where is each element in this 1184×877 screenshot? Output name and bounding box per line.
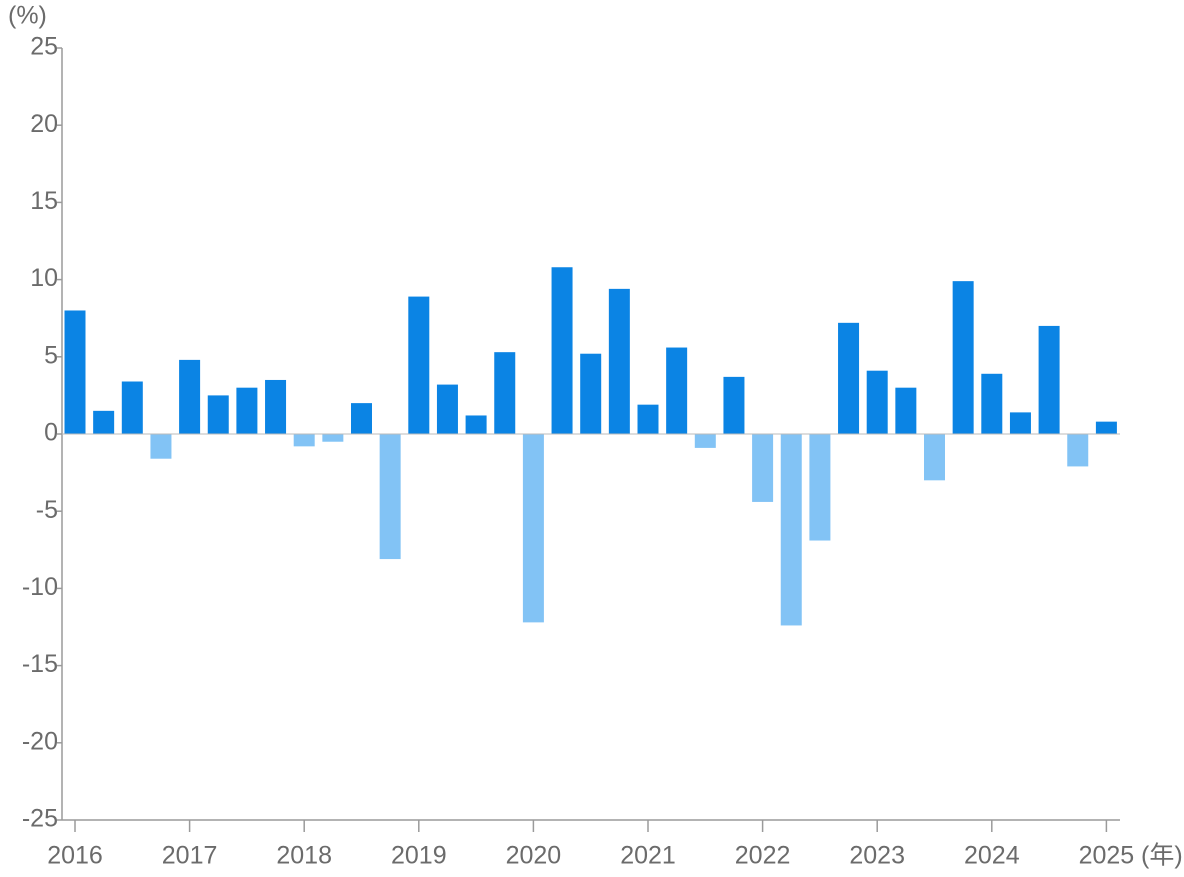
bar bbox=[952, 281, 974, 434]
bar bbox=[666, 347, 688, 434]
bar bbox=[408, 296, 430, 434]
bar bbox=[866, 370, 888, 434]
bar bbox=[265, 379, 287, 434]
y-tick-label: -15 bbox=[22, 650, 58, 678]
bar bbox=[293, 434, 315, 447]
bar bbox=[121, 381, 143, 434]
y-tick-label: 15 bbox=[30, 187, 58, 215]
bar bbox=[723, 376, 745, 434]
bar bbox=[838, 322, 860, 434]
bar bbox=[981, 373, 1003, 434]
bar bbox=[1067, 434, 1089, 467]
x-tick-label: 2020 bbox=[506, 842, 562, 870]
bar bbox=[1095, 421, 1117, 434]
bar bbox=[322, 434, 344, 442]
x-tick-label: 2021 bbox=[620, 842, 676, 870]
bar bbox=[637, 404, 659, 434]
bar bbox=[1009, 412, 1031, 434]
bar bbox=[580, 353, 602, 434]
bar bbox=[236, 387, 258, 434]
bar bbox=[494, 352, 516, 434]
bar bbox=[1038, 325, 1060, 434]
y-tick-label: 25 bbox=[30, 33, 58, 61]
y-tick-label: 0 bbox=[44, 419, 58, 447]
y-tick-label: 20 bbox=[30, 110, 58, 138]
bar bbox=[522, 434, 544, 623]
bar bbox=[436, 384, 458, 434]
bar bbox=[694, 434, 716, 448]
bar bbox=[207, 395, 229, 434]
x-tick-label: 2025 bbox=[1079, 842, 1135, 870]
bar bbox=[64, 310, 86, 434]
bar bbox=[179, 359, 201, 434]
y-tick-label: 5 bbox=[44, 341, 58, 369]
bar bbox=[608, 288, 630, 434]
x-tick-label: 2024 bbox=[964, 842, 1020, 870]
bar bbox=[379, 434, 401, 560]
bar bbox=[924, 434, 945, 481]
x-unit: (年) bbox=[1141, 842, 1183, 870]
y-tick-label: -25 bbox=[22, 805, 58, 833]
y-tick-label: 10 bbox=[30, 264, 58, 292]
bar bbox=[752, 434, 774, 502]
x-tick-label: 2022 bbox=[735, 842, 791, 870]
x-tick-label: 2019 bbox=[391, 842, 447, 870]
y-tick-label: -20 bbox=[22, 727, 58, 755]
bar bbox=[780, 434, 802, 626]
y-unit: (%) bbox=[8, 2, 47, 30]
bar bbox=[551, 267, 573, 434]
bar bbox=[895, 387, 917, 434]
x-tick-label: 2016 bbox=[47, 842, 103, 870]
bar bbox=[93, 410, 115, 434]
y-tick-label: -5 bbox=[36, 496, 58, 524]
x-tick-label: 2023 bbox=[849, 842, 905, 870]
bar bbox=[150, 434, 172, 459]
y-tick-label: -10 bbox=[22, 573, 58, 601]
bar bbox=[351, 403, 372, 434]
bar bbox=[465, 415, 487, 434]
x-tick-label: 2018 bbox=[276, 842, 332, 870]
x-tick-label: 2017 bbox=[162, 842, 218, 870]
bar bbox=[809, 434, 831, 541]
